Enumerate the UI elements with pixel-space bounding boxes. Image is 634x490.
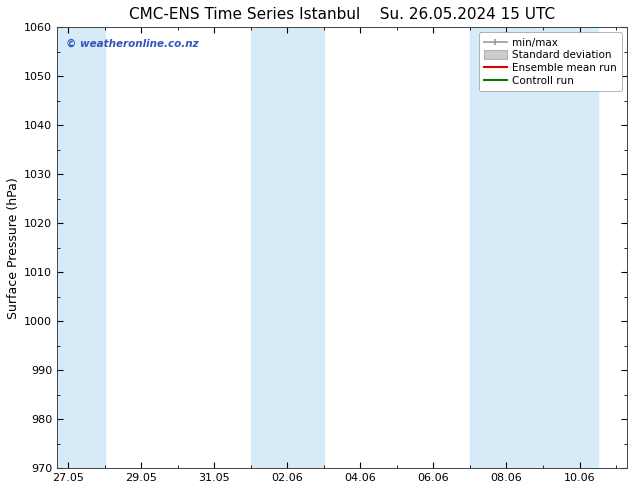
Bar bbox=[57, 27, 105, 468]
Bar bbox=[250, 27, 324, 468]
Title: CMC-ENS Time Series Istanbul    Su. 26.05.2024 15 UTC: CMC-ENS Time Series Istanbul Su. 26.05.2… bbox=[129, 7, 555, 22]
Text: © weatheronline.co.nz: © weatheronline.co.nz bbox=[66, 38, 198, 49]
Bar bbox=[470, 27, 598, 468]
Legend: min/max, Standard deviation, Ensemble mean run, Controll run: min/max, Standard deviation, Ensemble me… bbox=[479, 32, 622, 91]
Y-axis label: Surface Pressure (hPa): Surface Pressure (hPa) bbox=[7, 177, 20, 318]
